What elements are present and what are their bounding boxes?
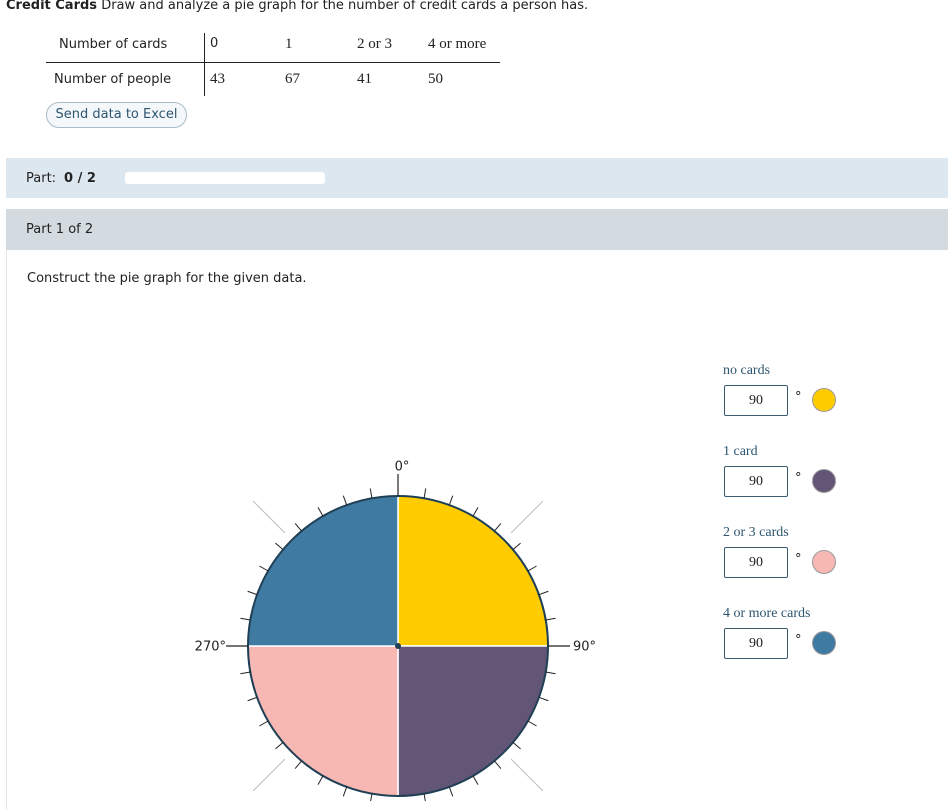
tick (538, 696, 549, 702)
degree-input[interactable]: 90 (724, 385, 788, 416)
guide-line (510, 758, 544, 792)
tick (448, 786, 454, 797)
table-value: 67 (285, 71, 300, 87)
prompt: Draw and analyze a pie graph for the num… (101, 0, 589, 13)
column-header: 0 (210, 36, 219, 51)
guide-line (252, 758, 286, 792)
slice-color[interactable] (812, 469, 836, 493)
tick (512, 542, 521, 550)
progress-value: 0 / 2 (64, 171, 96, 186)
title: Credit Cards (6, 0, 98, 13)
slice-label: 2 or 3 cards (723, 525, 789, 540)
tick (472, 507, 479, 517)
slice-label: 4 or more cards (723, 606, 811, 621)
row-header: Number of people (54, 72, 172, 87)
column-header: 2 or 3 (357, 36, 392, 52)
slice-color[interactable] (812, 631, 836, 655)
slice-color[interactable] (812, 550, 836, 574)
tick (247, 590, 258, 596)
column-header: 4 or more (428, 36, 487, 52)
degree-symbol: ° (795, 471, 802, 486)
column-header: 1 (285, 36, 293, 52)
tick (423, 793, 426, 801)
tick (369, 488, 373, 499)
degree-input[interactable]: 90 (724, 628, 788, 659)
tick (317, 507, 324, 517)
degree-symbol: ° (795, 552, 802, 567)
table-value: 50 (428, 71, 443, 87)
slice-label: 1 card (723, 444, 758, 459)
tick (538, 590, 549, 596)
tick (294, 760, 302, 769)
part-title: Part 1 of 2 (26, 222, 94, 237)
tick (317, 775, 324, 785)
tick (494, 523, 502, 532)
degree-input[interactable]: 90 (724, 466, 788, 497)
tick (512, 742, 521, 750)
tick (494, 760, 502, 769)
tick (342, 786, 348, 797)
progress-bar: Part: 0 / 2 (6, 158, 948, 198)
table-divider (46, 62, 500, 63)
table-divider (204, 33, 205, 96)
part-panel (6, 250, 948, 810)
header: Credit Cards Draw and analyze a pie grap… (6, 0, 588, 13)
row-header: Number of cards (59, 37, 168, 52)
table-value: 43 (210, 71, 225, 87)
angle-label: 90° (573, 640, 596, 655)
tick (423, 488, 427, 499)
tick (370, 793, 373, 801)
excel-button[interactable]: Send data to Excel (46, 102, 187, 128)
degree-symbol: ° (795, 390, 802, 405)
tick (247, 696, 258, 702)
degree-symbol: ° (795, 633, 802, 648)
guide-line (252, 500, 286, 534)
angle-label: 270° (195, 640, 226, 655)
tick (294, 523, 302, 532)
progress-label: Part: (26, 171, 57, 186)
tick (259, 565, 269, 572)
slice-color[interactable] (812, 388, 836, 412)
tick (527, 720, 537, 727)
progress-track (125, 172, 325, 184)
table-value: 41 (357, 71, 372, 87)
tick (472, 775, 479, 785)
slice-label: no cards (723, 363, 771, 378)
tick (448, 495, 454, 506)
tick (342, 495, 348, 506)
tick (527, 565, 537, 572)
tick (240, 671, 251, 675)
tick (275, 542, 284, 550)
tick (545, 671, 556, 675)
tick (275, 742, 284, 750)
guide-line (510, 500, 544, 534)
tick (240, 617, 251, 621)
instruction: Construct the pie graph for the given da… (27, 271, 307, 286)
tick (545, 617, 556, 621)
part-header: Part 1 of 2 (6, 209, 948, 250)
degree-input[interactable]: 90 (724, 547, 788, 578)
angle-label: 0° (395, 460, 410, 475)
tick (259, 720, 269, 727)
center-dot (395, 643, 401, 649)
